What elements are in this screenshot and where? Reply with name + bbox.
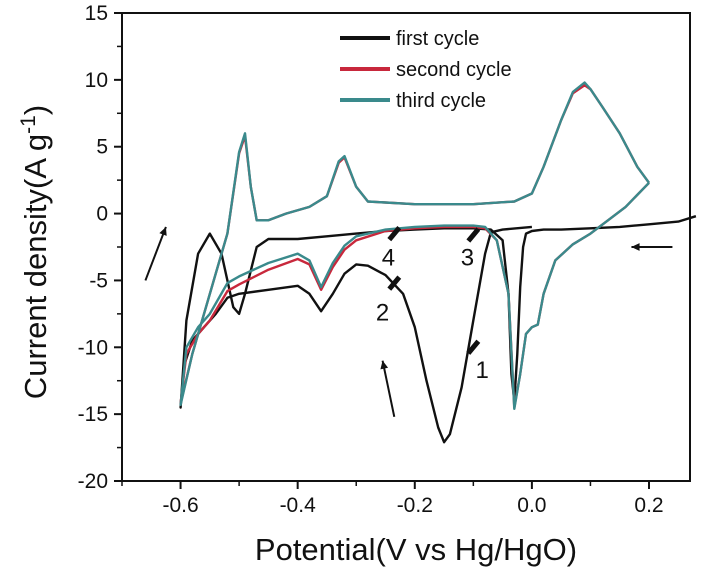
x-tick-label: 0.2 bbox=[634, 494, 663, 517]
y-axis-title-superscript: -1 bbox=[17, 115, 40, 134]
series-line-2 bbox=[179, 84, 650, 409]
y-axis-title-close: ) bbox=[18, 105, 53, 115]
x-tick-label: -0.2 bbox=[397, 494, 433, 517]
legend-label-1: first cycle bbox=[396, 28, 479, 50]
y-tick-label: -5 bbox=[89, 269, 108, 292]
scan-arrow-head bbox=[631, 243, 640, 251]
y-tick-label: -10 bbox=[78, 336, 108, 359]
series-line-1 bbox=[179, 215, 697, 444]
cycle-marker-label: 3 bbox=[461, 245, 474, 272]
y-tick-label: -15 bbox=[78, 403, 108, 426]
series-line-3 bbox=[179, 81, 650, 410]
y-tick-label: 5 bbox=[96, 136, 108, 159]
legend-label-3: third cycle bbox=[396, 90, 486, 112]
y-axis-title: Current density(A g-1) bbox=[17, 105, 54, 399]
scan-arrow-shaft bbox=[144, 226, 167, 281]
cycle-marker-label: 1 bbox=[475, 357, 488, 384]
data-series bbox=[179, 81, 697, 444]
legend: first cycle second cycle third cycle bbox=[340, 28, 512, 112]
axes-frame bbox=[121, 12, 691, 482]
scan-direction-arrows bbox=[144, 226, 673, 418]
x-tick-label: 0.0 bbox=[517, 494, 546, 517]
y-tick-label: -20 bbox=[78, 470, 108, 493]
x-axis-title: Potential(V vs Hg/HgO) bbox=[255, 532, 577, 567]
scan-arrow-head bbox=[380, 360, 389, 370]
y-tick-label: 15 bbox=[85, 2, 108, 25]
cycle-marker-tick bbox=[387, 226, 402, 242]
scan-arrow-head bbox=[159, 226, 167, 236]
legend-label-2: second cycle bbox=[396, 59, 512, 81]
y-tick-label: 0 bbox=[96, 203, 108, 226]
cycle-marker-label: 2 bbox=[376, 300, 389, 327]
cycle-marker-label: 4 bbox=[382, 245, 395, 272]
x-tick-label: -0.6 bbox=[162, 494, 198, 517]
axis-ticks: -0.6 -0.4 -0.2 0.0 0.2 -20 -15 -10 -5 0 5 10 15 bbox=[78, 2, 664, 517]
x-tick-label: -0.4 bbox=[280, 494, 317, 517]
cycle-marker-tick bbox=[466, 339, 481, 355]
scan-arrow-shaft bbox=[381, 360, 396, 418]
plot-area-border bbox=[121, 12, 691, 482]
cycle-markers: 1 2 3 4 bbox=[376, 226, 489, 384]
y-axis-title-main: Current density(A g bbox=[18, 134, 53, 399]
cycle-marker-tick bbox=[466, 227, 481, 243]
y-tick-label: 10 bbox=[85, 69, 108, 92]
cycle-marker-tick bbox=[387, 275, 402, 291]
